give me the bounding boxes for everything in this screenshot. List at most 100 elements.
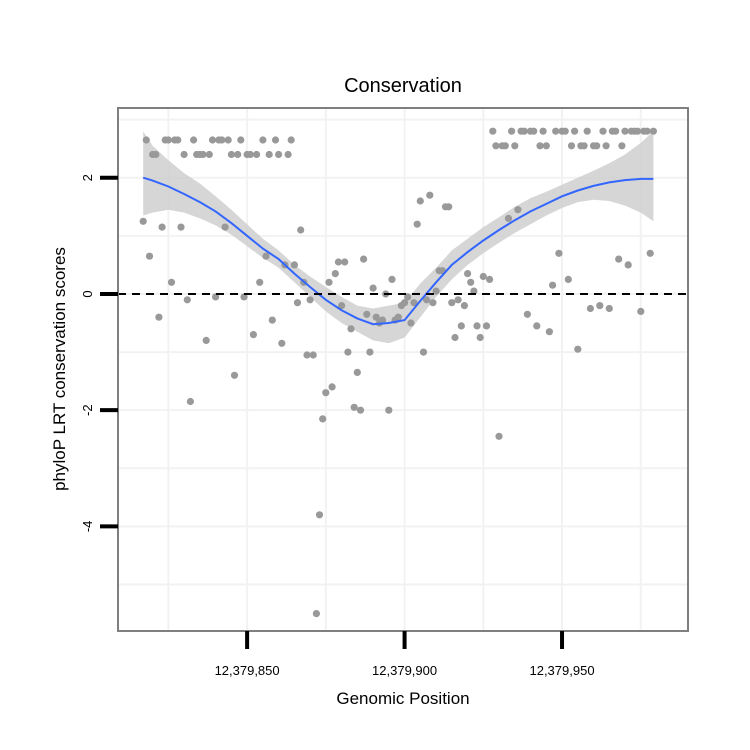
data-point-35: [249, 331, 257, 339]
data-point-5: [155, 313, 163, 321]
data-point-63: [338, 302, 346, 310]
data-point-73: [369, 284, 377, 292]
data-point-110: [486, 275, 494, 283]
data-point-116: [504, 214, 513, 222]
data-point-150: [612, 127, 620, 135]
data-point-145: [596, 302, 604, 310]
data-point-19: [199, 150, 207, 159]
data-point-32: [240, 293, 248, 301]
data-point-162: [649, 127, 658, 135]
data-point-157: [634, 127, 642, 135]
data-point-119: [514, 206, 522, 214]
data-point-0: [139, 217, 147, 225]
data-point-21: [205, 150, 213, 159]
data-point-87: [413, 220, 421, 228]
data-point-14: [183, 296, 191, 304]
data-point-129: [545, 328, 554, 336]
data-point-65: [344, 348, 352, 356]
x-tick-label-1: 12,379,900: [372, 663, 437, 678]
data-point-50: [297, 226, 305, 234]
data-point-104: [467, 278, 475, 286]
data-point-85: [407, 319, 415, 327]
smooth-line-layer: [142, 176, 654, 326]
data-point-127: [539, 127, 547, 135]
y-axis: 2 0 -2 -4: [80, 174, 118, 532]
data-point-135: [564, 275, 572, 283]
data-point-15: [186, 397, 194, 406]
data-point-100: [454, 296, 462, 304]
data-point-39: [262, 252, 270, 260]
data-point-152: [618, 142, 626, 150]
data-point-31: [237, 136, 245, 144]
data-point-1: [142, 136, 150, 144]
y-tick-label-0: 2: [80, 174, 95, 181]
data-point-2: [145, 252, 154, 260]
y-tick-label-1: 0: [80, 290, 95, 297]
data-point-130: [549, 281, 557, 289]
y-axis-label: phyloP LRT conservation scores: [50, 247, 69, 491]
data-point-56: [315, 511, 324, 519]
data-point-98: [448, 299, 456, 307]
data-point-23: [212, 293, 220, 301]
data-point-48: [290, 261, 298, 269]
data-point-161: [646, 249, 654, 257]
data-point-52: [303, 351, 311, 359]
data-point-128: [542, 142, 550, 150]
y-tick-label-3: -4: [80, 521, 95, 533]
data-point-138: [574, 345, 582, 353]
data-point-74: [372, 313, 380, 321]
data-point-34: [246, 150, 254, 159]
x-tick-label-0: 12,379,850: [215, 663, 280, 678]
data-point-144: [593, 142, 601, 150]
data-point-61: [331, 270, 339, 278]
data-point-101: [457, 322, 465, 330]
data-point-37: [256, 278, 264, 286]
data-point-151: [615, 255, 623, 263]
data-point-22: [208, 136, 217, 144]
x-axis-label: Genomic Position: [336, 689, 469, 708]
data-point-58: [322, 389, 330, 397]
data-point-142: [586, 304, 595, 313]
data-point-36: [253, 150, 261, 159]
data-point-25: [218, 136, 226, 144]
x-tick-label-2: 12,379,950: [529, 663, 594, 678]
data-point-131: [552, 127, 560, 135]
data-point-115: [501, 142, 509, 150]
data-point-154: [624, 261, 632, 269]
data-point-68: [353, 368, 361, 376]
data-point-26: [221, 223, 229, 231]
data-point-124: [530, 127, 538, 135]
data-point-147: [602, 142, 610, 150]
data-point-46: [284, 150, 292, 159]
data-point-53: [306, 296, 314, 304]
data-point-69: [356, 406, 365, 414]
data-point-103: [464, 270, 472, 278]
data-point-86: [410, 299, 418, 307]
data-point-140: [580, 142, 588, 150]
data-point-148: [605, 304, 613, 313]
data-point-70: [360, 255, 368, 263]
data-point-105: [470, 287, 478, 295]
data-point-47: [287, 136, 295, 144]
data-point-102: [460, 302, 468, 310]
data-point-60: [328, 383, 336, 391]
data-point-99: [451, 333, 459, 342]
confidence-band: [143, 131, 654, 344]
x-axis: 12,379,850 12,379,900 12,379,950: [215, 631, 595, 678]
data-point-30: [234, 150, 242, 159]
data-point-118: [511, 142, 519, 150]
data-point-54: [309, 351, 317, 359]
data-point-158: [637, 307, 645, 315]
data-point-67: [350, 403, 358, 411]
data-point-91: [426, 191, 434, 199]
data-point-72: [366, 348, 374, 356]
data-point-141: [583, 127, 591, 135]
data-point-49: [293, 299, 302, 307]
data-point-97: [445, 203, 453, 211]
y-tick-label-2: -2: [80, 404, 95, 416]
data-point-136: [567, 142, 576, 150]
data-point-81: [394, 313, 402, 321]
data-point-121: [520, 127, 528, 135]
data-point-38: [259, 136, 267, 144]
data-point-43: [275, 150, 283, 159]
